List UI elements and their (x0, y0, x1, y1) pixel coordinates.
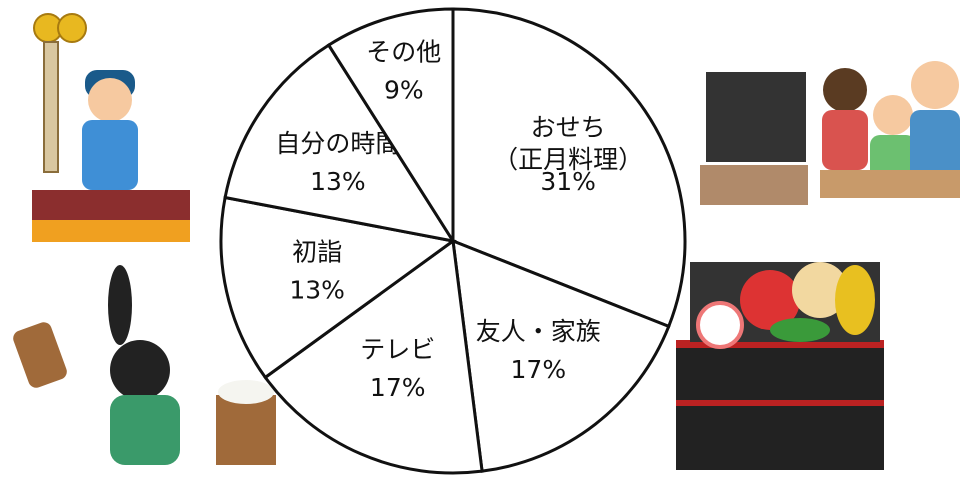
tv-illustration (700, 61, 960, 205)
value-label: 31% (540, 167, 596, 196)
value-label: 17% (511, 355, 567, 384)
pie-slice (451, 7, 687, 329)
value-label: 13% (289, 275, 345, 304)
value-label: 13% (310, 167, 366, 196)
slice-label: 友人・家族 (476, 317, 601, 346)
value-label: 9% (384, 76, 424, 105)
pie-slice (263, 238, 484, 475)
slice-label: 自分の時間 (275, 129, 400, 158)
rabbit-illustration (13, 265, 276, 465)
value-label: 17% (370, 373, 426, 402)
osechi-illustration (676, 262, 884, 470)
pie-slice (326, 7, 455, 247)
pie-slice (451, 238, 671, 473)
slice-label: その他 (366, 38, 441, 67)
slice-label: テレビ (360, 335, 435, 364)
slice-label: 初詣 (292, 237, 342, 266)
pie-slice (219, 195, 457, 380)
slice-label: おせち（正月料理） (493, 113, 643, 174)
shrine-illustration (32, 13, 190, 242)
pie-slice (223, 43, 457, 244)
